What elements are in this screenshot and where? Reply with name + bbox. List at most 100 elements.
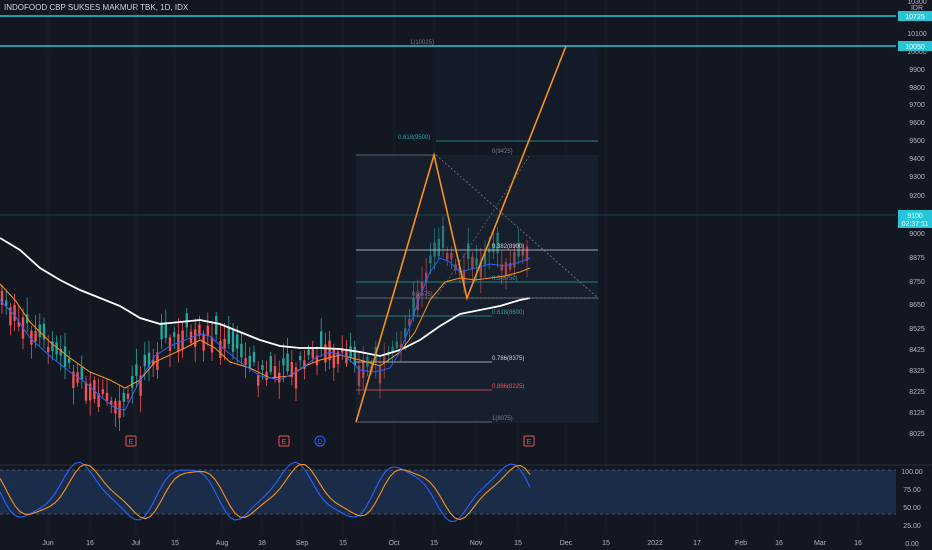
fib-level-label: 0.5(8750) (492, 276, 518, 282)
candle-body (311, 348, 314, 359)
candle-body (362, 359, 365, 379)
time-axis-label: Sep (296, 540, 309, 547)
candle-body (114, 400, 117, 414)
candle-body (5, 300, 8, 306)
candle-body (42, 323, 46, 340)
grid-lines (47, 0, 859, 535)
candle-body (349, 346, 352, 359)
candle-body (244, 358, 247, 365)
candle-body (9, 307, 12, 326)
dividend-marker[interactable] (314, 435, 326, 447)
candle-body (429, 255, 432, 264)
time-axis-label: 2022 (647, 540, 663, 547)
candle-body (278, 372, 281, 383)
price-axis-label: 9600 (909, 120, 925, 127)
candle-body (471, 256, 474, 270)
time-axis-label: Jun (42, 540, 53, 547)
candle-body (215, 316, 218, 335)
fib-level-label: 0.786(8375) (492, 356, 524, 362)
candle-body (420, 282, 424, 292)
candle-body (399, 344, 403, 349)
candle-body (521, 249, 524, 256)
time-axis-label: 16 (86, 540, 94, 547)
price-axis-label: 8025 (909, 431, 925, 438)
earnings-marker[interactable] (125, 435, 137, 447)
currency-label: IDR (911, 5, 923, 12)
price-axis-label: 8325 (909, 368, 925, 375)
price-badge-label: 9100 (907, 213, 923, 220)
time-axis-label: Jul (132, 540, 141, 547)
candle-body (282, 358, 285, 366)
time-axis-label: Dec (560, 540, 573, 547)
candle-body (72, 371, 75, 388)
time-axis-label: 15 (171, 540, 179, 547)
event-marker-label: E (129, 439, 134, 446)
ma-long-line (0, 237, 531, 357)
candle-body (227, 327, 230, 344)
candle-body (84, 382, 88, 401)
time-axis-label: Oct (389, 540, 400, 547)
candle-body (80, 366, 83, 380)
candle-body (412, 297, 415, 316)
price-axis-label: 8525 (909, 326, 925, 333)
candle-body (160, 322, 163, 340)
price-axis-label: 9900 (909, 67, 925, 74)
price-axis-label: 8875 (909, 255, 925, 262)
time-axis-label: 15 (514, 540, 522, 547)
stoch-d-line (0, 463, 531, 521)
candle-body (315, 355, 319, 366)
time-axis-label: 18 (258, 540, 266, 547)
fib-zone-upper (436, 46, 598, 141)
candle-body (55, 342, 58, 355)
price-axis-label: 10300 (907, 0, 927, 6)
candle-body (97, 393, 100, 407)
candle-body (143, 354, 146, 367)
candle-body (336, 351, 340, 364)
price-badge (898, 41, 932, 51)
oscillator-axis[interactable]: 100.00 75.00 50.00 25.00 0.00 (901, 469, 923, 548)
candle-body (513, 252, 516, 268)
candle-body (219, 340, 222, 358)
candle-body (357, 365, 361, 387)
candle-body (290, 361, 293, 378)
candle-body (252, 352, 256, 363)
candle-body (13, 304, 16, 321)
candle-body (105, 392, 109, 401)
candle-body (131, 375, 134, 388)
candle-body (294, 367, 298, 389)
candle-body (51, 341, 54, 352)
time-axis-label: 16 (775, 540, 783, 547)
candle-body (59, 349, 62, 356)
stoch-k-line (0, 461, 531, 522)
candle-body (185, 313, 188, 328)
candle-body (425, 272, 428, 283)
candle-body (496, 232, 499, 254)
candle-body (139, 375, 142, 396)
candle-body (198, 324, 201, 336)
candle-body (181, 330, 184, 350)
fib-level-label: 0(9425) (492, 149, 513, 155)
earnings-marker[interactable] (523, 435, 535, 447)
candle-body (38, 324, 41, 338)
time-axis-label: Feb (735, 540, 747, 547)
candle-body (135, 364, 138, 376)
candle-body (152, 359, 155, 365)
candle-body (63, 346, 67, 368)
time-axis-label: 15 (602, 540, 610, 547)
candle-body (101, 389, 104, 395)
time-axis-label: 15 (430, 540, 438, 547)
candle-body (299, 356, 302, 361)
earnings-marker[interactable] (278, 435, 290, 447)
candle-body (236, 334, 239, 349)
price-axis-label: 8225 (909, 389, 925, 396)
projection-diagonal (435, 154, 531, 299)
candle-body (437, 238, 440, 257)
candle-body (395, 341, 398, 348)
candle-body (467, 243, 470, 259)
candle-body (210, 337, 214, 353)
time-axis[interactable]: Jun 16 Jul 15 Aug 18 Sep 15 Oct 15 Nov 15 Dec 15 2022 1… (42, 540, 862, 547)
candle-body (286, 353, 289, 372)
